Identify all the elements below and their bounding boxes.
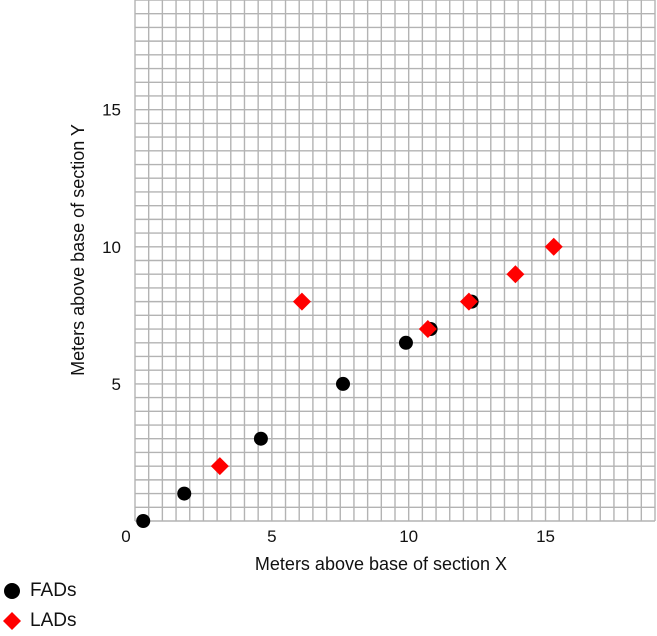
y-axis-label: Meters above base of section Y xyxy=(68,124,88,376)
x-tick-label: 5 xyxy=(267,527,276,546)
legend-label-lads: LADs xyxy=(30,610,77,631)
tick-labels: 0 5 10 15 5 10 15 xyxy=(102,101,555,546)
point-lads xyxy=(210,457,229,476)
point-fads xyxy=(336,376,350,391)
black-circle-icon xyxy=(4,583,20,599)
point-fads xyxy=(398,335,413,350)
point-fads xyxy=(136,514,151,528)
point-lads xyxy=(292,292,311,311)
point-lads xyxy=(459,292,478,311)
point-lads xyxy=(544,237,563,256)
x-tick-label: 10 xyxy=(399,527,418,546)
point-fads xyxy=(253,431,268,446)
x-tick-label: 0 xyxy=(121,527,130,546)
point-lads xyxy=(506,265,525,284)
point-fads xyxy=(177,486,192,501)
point-lads xyxy=(418,320,437,339)
legend: FADs LADs xyxy=(2,576,76,636)
red-diamond-icon xyxy=(3,612,21,630)
legend-label-fads: FADs xyxy=(30,580,77,601)
y-tick-label: 10 xyxy=(102,238,121,257)
data-points xyxy=(136,237,563,528)
legend-item-fads: FADs xyxy=(2,576,76,606)
y-tick-label: 5 xyxy=(112,375,121,394)
x-tick-label: 15 xyxy=(536,527,555,546)
grid xyxy=(134,0,656,522)
x-axis-label: Meters above base of section X xyxy=(255,554,507,574)
y-tick-label: 15 xyxy=(102,101,121,120)
legend-item-lads: LADs xyxy=(2,606,76,636)
